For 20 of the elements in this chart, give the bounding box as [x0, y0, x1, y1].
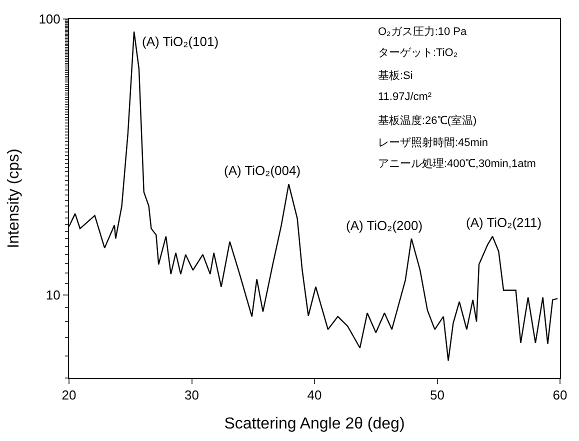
annotation: 基板温度:26℃(室温) [378, 114, 477, 127]
x-tick-label: 60 [552, 388, 568, 403]
annotation: ターゲット:TiO₂ [378, 47, 458, 59]
x-axis-title: Scattering Angle 2θ (deg) [224, 415, 405, 432]
annotation: 基板:Si [378, 69, 413, 82]
annotation: O₂ガス圧力:10 Pa [378, 25, 468, 38]
x-tick-label: 50 [430, 388, 444, 403]
annotation: (A) TiO₂(211) [466, 215, 542, 230]
annotation: (A) TiO₂(004) [224, 163, 301, 178]
annotation: レーザ照射時間:45min [378, 136, 488, 149]
annotation: アニール処理:400℃,30min,1atm [378, 158, 536, 170]
x-tick-label: 40 [307, 388, 322, 403]
annotation: 11.97J/cm² [378, 91, 432, 103]
y-axis-title: Intensity (cps) [6, 148, 23, 248]
y-tick-label: 100 [38, 12, 60, 27]
x-tick-label: 20 [62, 388, 76, 403]
y-tick-label: 10 [46, 287, 60, 302]
annotation: (A) TiO₂(101) [142, 34, 219, 49]
x-tick-label: 30 [184, 388, 199, 403]
annotation: (A) TiO₂(200) [346, 218, 423, 233]
